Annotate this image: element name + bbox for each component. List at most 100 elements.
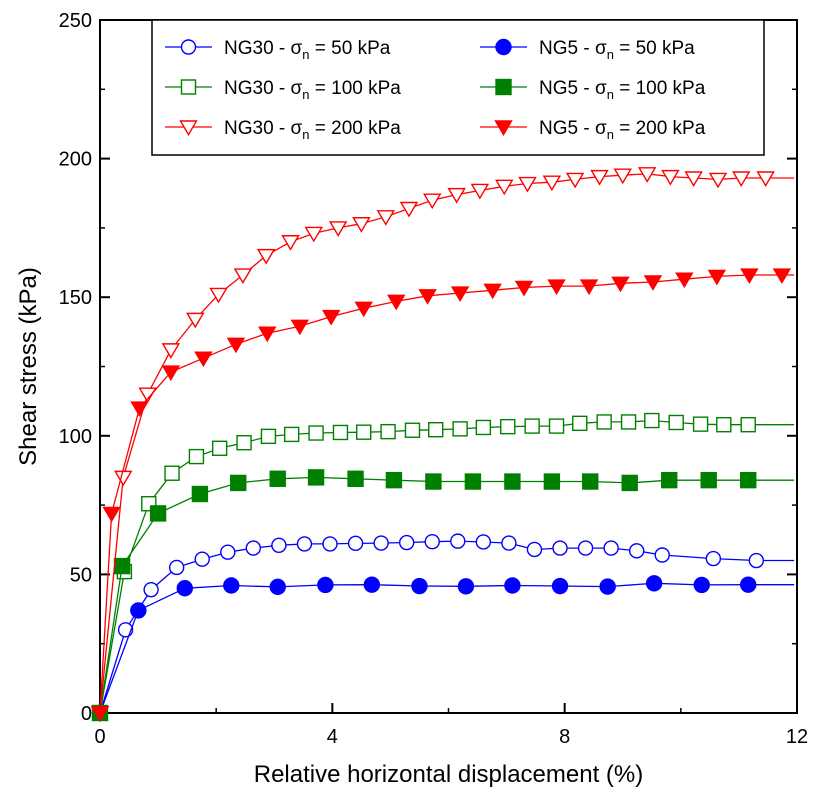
data-point — [620, 414, 637, 430]
data-point — [308, 425, 324, 441]
legend-entry: NG5 - σn = 50 kPa — [480, 38, 695, 62]
data-point — [186, 312, 205, 329]
data-point — [450, 533, 466, 549]
data-point — [572, 415, 588, 432]
data-point — [352, 217, 371, 233]
legend-label: NG30 - σn = 100 kPa — [224, 78, 401, 102]
x-tick-label: 12 — [786, 726, 808, 748]
data-point — [732, 171, 751, 187]
data-point — [654, 547, 670, 563]
data-point — [398, 534, 415, 551]
data-point — [524, 418, 540, 434]
series-line — [99, 476, 795, 714]
data-point — [354, 301, 373, 318]
legend-label: NG30 - σn = 200 kPa — [224, 118, 401, 142]
data-point — [693, 576, 710, 594]
data-point — [220, 544, 236, 560]
data-point — [637, 167, 657, 183]
data-point — [551, 577, 569, 595]
legend-entry: NG30 - σn = 50 kPa — [165, 38, 391, 62]
legend-marker — [179, 120, 198, 136]
y-tick-label: 0 — [81, 703, 92, 725]
x-axis-label: Relative horizontal displacement (%) — [254, 761, 644, 788]
data-point — [387, 294, 406, 311]
data-point — [191, 485, 209, 503]
data-point — [542, 175, 562, 192]
data-point — [565, 172, 585, 189]
data-point — [355, 424, 372, 440]
data-point — [457, 578, 475, 595]
data-point — [661, 471, 678, 489]
y-tick-label: 50 — [70, 564, 92, 586]
data-point — [380, 423, 396, 440]
data-point — [130, 401, 149, 418]
data-point — [376, 210, 395, 226]
data-point — [399, 201, 419, 218]
data-point — [161, 365, 181, 382]
legend-entry: NG5 - σn = 100 kPa — [480, 78, 706, 102]
data-point — [347, 470, 364, 487]
data-point — [236, 435, 252, 451]
data-point — [518, 176, 537, 193]
series-line — [99, 582, 795, 714]
data-point — [772, 268, 792, 285]
data-point — [464, 473, 482, 490]
data-point — [501, 535, 517, 551]
data-point — [149, 505, 167, 522]
legend-marker — [180, 79, 197, 95]
data-point — [143, 581, 159, 598]
data-point — [258, 326, 277, 343]
data-point — [596, 414, 612, 430]
legend: NG30 - σn = 50 kPa NG30 - σn = 100 kPa NG3… — [151, 19, 765, 156]
data-point — [304, 226, 323, 243]
data-point — [504, 473, 521, 490]
data-point — [290, 319, 310, 336]
data-point — [138, 387, 157, 404]
data-point — [428, 422, 444, 438]
data-point — [447, 187, 466, 204]
data-point — [130, 602, 147, 619]
data-point — [188, 448, 205, 465]
data-point — [322, 536, 338, 552]
legend-label: NG30 - σn = 50 kPa — [224, 38, 391, 62]
y-axis-label: Shear stress (kPa) — [15, 267, 42, 466]
data-point — [708, 172, 728, 189]
series-line — [99, 419, 795, 714]
data-point — [644, 412, 660, 429]
x-tick-label: 4 — [327, 726, 338, 748]
data-point — [113, 557, 131, 575]
data-point — [164, 465, 180, 481]
legend-label: NG5 - σn = 50 kPa — [539, 38, 695, 62]
data-point — [233, 268, 253, 285]
data-point — [700, 471, 717, 489]
data-point — [328, 221, 348, 237]
legend-marker — [495, 78, 512, 96]
data-point — [452, 421, 468, 437]
data-point — [582, 473, 599, 490]
data-point — [161, 343, 181, 359]
legend-entry: NG5 - σn = 200 kPa — [480, 118, 706, 142]
data-point — [707, 269, 727, 286]
y-tick-label: 100 — [59, 426, 92, 448]
data-point — [317, 576, 334, 594]
data-point — [176, 580, 194, 597]
data-point — [283, 426, 300, 443]
data-point — [470, 183, 490, 200]
data-point — [543, 473, 561, 490]
data-point — [475, 419, 492, 436]
y-tick-label: 250 — [59, 10, 92, 32]
data-point — [260, 428, 277, 445]
series-5 — [90, 167, 795, 722]
data-point — [271, 537, 287, 553]
data-point — [590, 169, 609, 186]
data-point — [223, 577, 240, 594]
legend-label: NG5 - σn = 200 kPa — [539, 118, 706, 142]
data-point — [411, 577, 428, 595]
data-point — [404, 422, 421, 438]
series-4 — [91, 469, 795, 722]
data-point — [90, 706, 110, 722]
data-point — [296, 536, 313, 552]
data-point — [424, 533, 440, 550]
